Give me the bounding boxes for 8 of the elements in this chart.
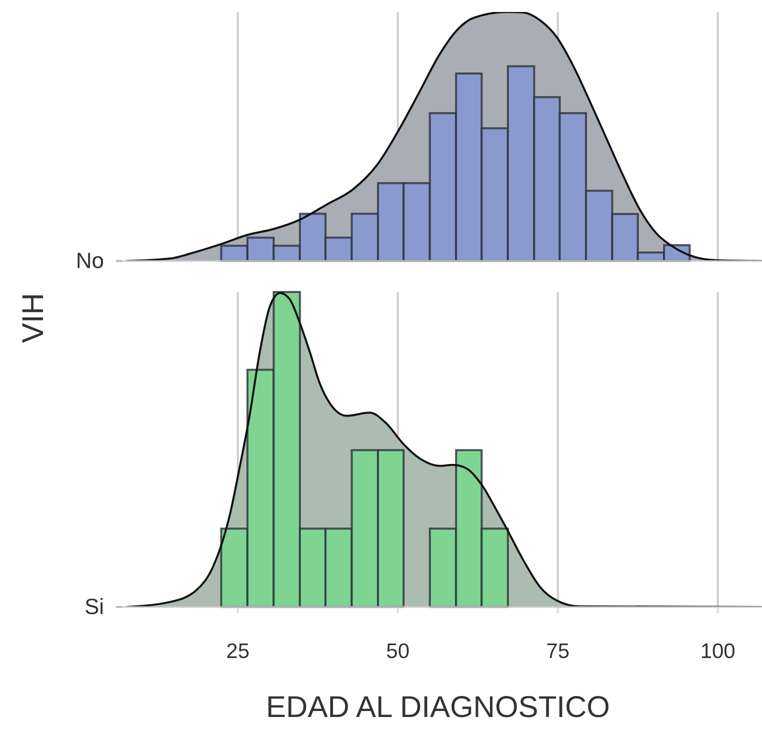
x-tick-label: 100 (700, 640, 736, 663)
legend-label: Si (84, 594, 104, 620)
series-label: No (76, 248, 104, 274)
y-axis-title: VIH (17, 292, 51, 344)
x-tick-label: 50 (386, 640, 410, 663)
x-tick-label: 75 (546, 640, 570, 663)
x-tick-label: 25 (226, 640, 250, 663)
x-axis-title: EDAD AL DIAGNOSTICO (266, 691, 610, 725)
